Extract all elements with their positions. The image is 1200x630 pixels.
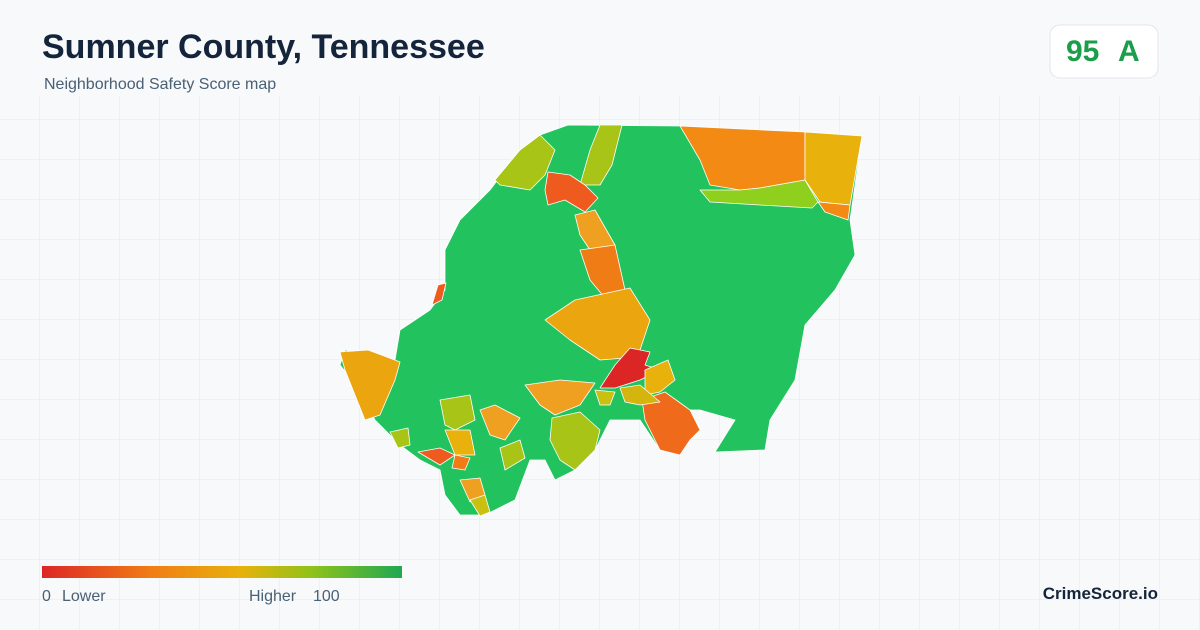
county-map <box>339 124 863 517</box>
legend-max-label: Higher <box>249 588 297 605</box>
title: Sumner County, Tennessee <box>42 28 485 66</box>
score-value: 95 <box>1066 35 1100 68</box>
score-badge <box>1049 24 1159 79</box>
legend-gradient <box>42 566 402 578</box>
legend-min-label: Lower <box>62 588 106 605</box>
brand: CrimeScore.io <box>1042 584 1158 603</box>
legend-min: 0 <box>42 588 51 605</box>
subtitle: Neighborhood Safety Score map <box>44 76 277 93</box>
legend-max: 100 <box>313 588 340 605</box>
score-grade: A <box>1118 35 1140 68</box>
